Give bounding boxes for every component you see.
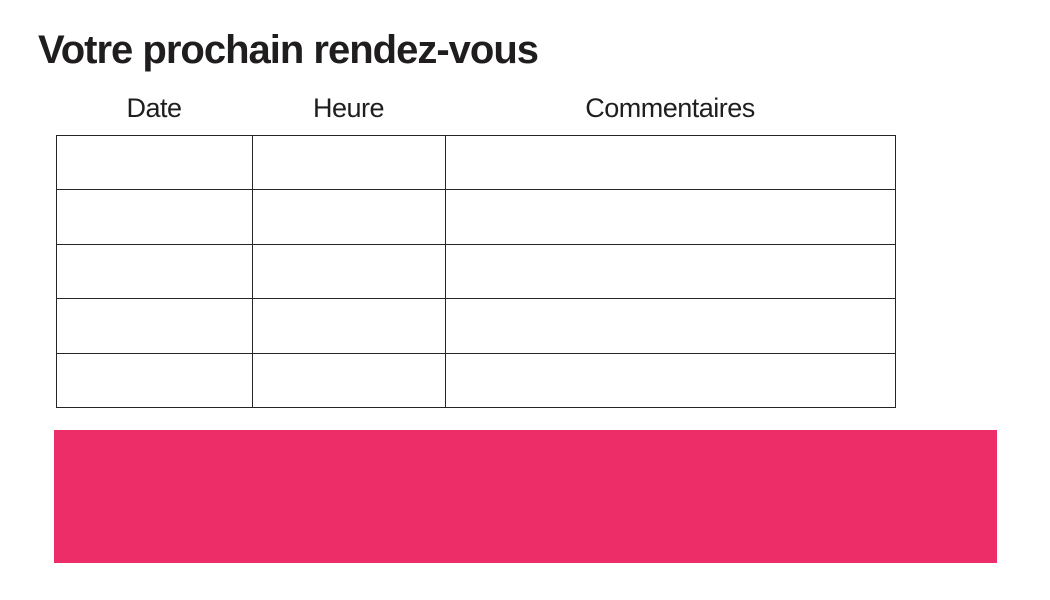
column-header-commentaires: Commentaires (585, 93, 755, 123)
table-cell (445, 243, 896, 300)
table-cell (252, 134, 446, 191)
table-row (56, 134, 896, 191)
table-cell (252, 352, 446, 409)
table-cell (252, 243, 446, 300)
table-row (56, 243, 896, 300)
column-header-date: Date (126, 93, 182, 123)
table-cell (56, 243, 253, 300)
column-header-heure: Heure (312, 93, 385, 123)
table-row (56, 189, 896, 245)
table-header-row: Date Heure Commentaires (56, 93, 895, 124)
table-row (56, 298, 896, 354)
table-cell (445, 298, 896, 354)
table-cell (56, 352, 253, 409)
table-cell (445, 352, 896, 409)
table-row (56, 352, 896, 409)
table-cell (56, 298, 253, 354)
table-cell (56, 189, 253, 245)
appointments-table-body (56, 134, 896, 409)
table-cell (56, 134, 253, 191)
table-cell (445, 134, 896, 191)
table-cell (445, 189, 896, 245)
appointments-table (56, 134, 896, 409)
table-cell (252, 298, 446, 354)
table-cell (252, 189, 446, 245)
page-title: Votre prochain rendez-vous (38, 28, 539, 72)
pink-banner (54, 430, 997, 563)
